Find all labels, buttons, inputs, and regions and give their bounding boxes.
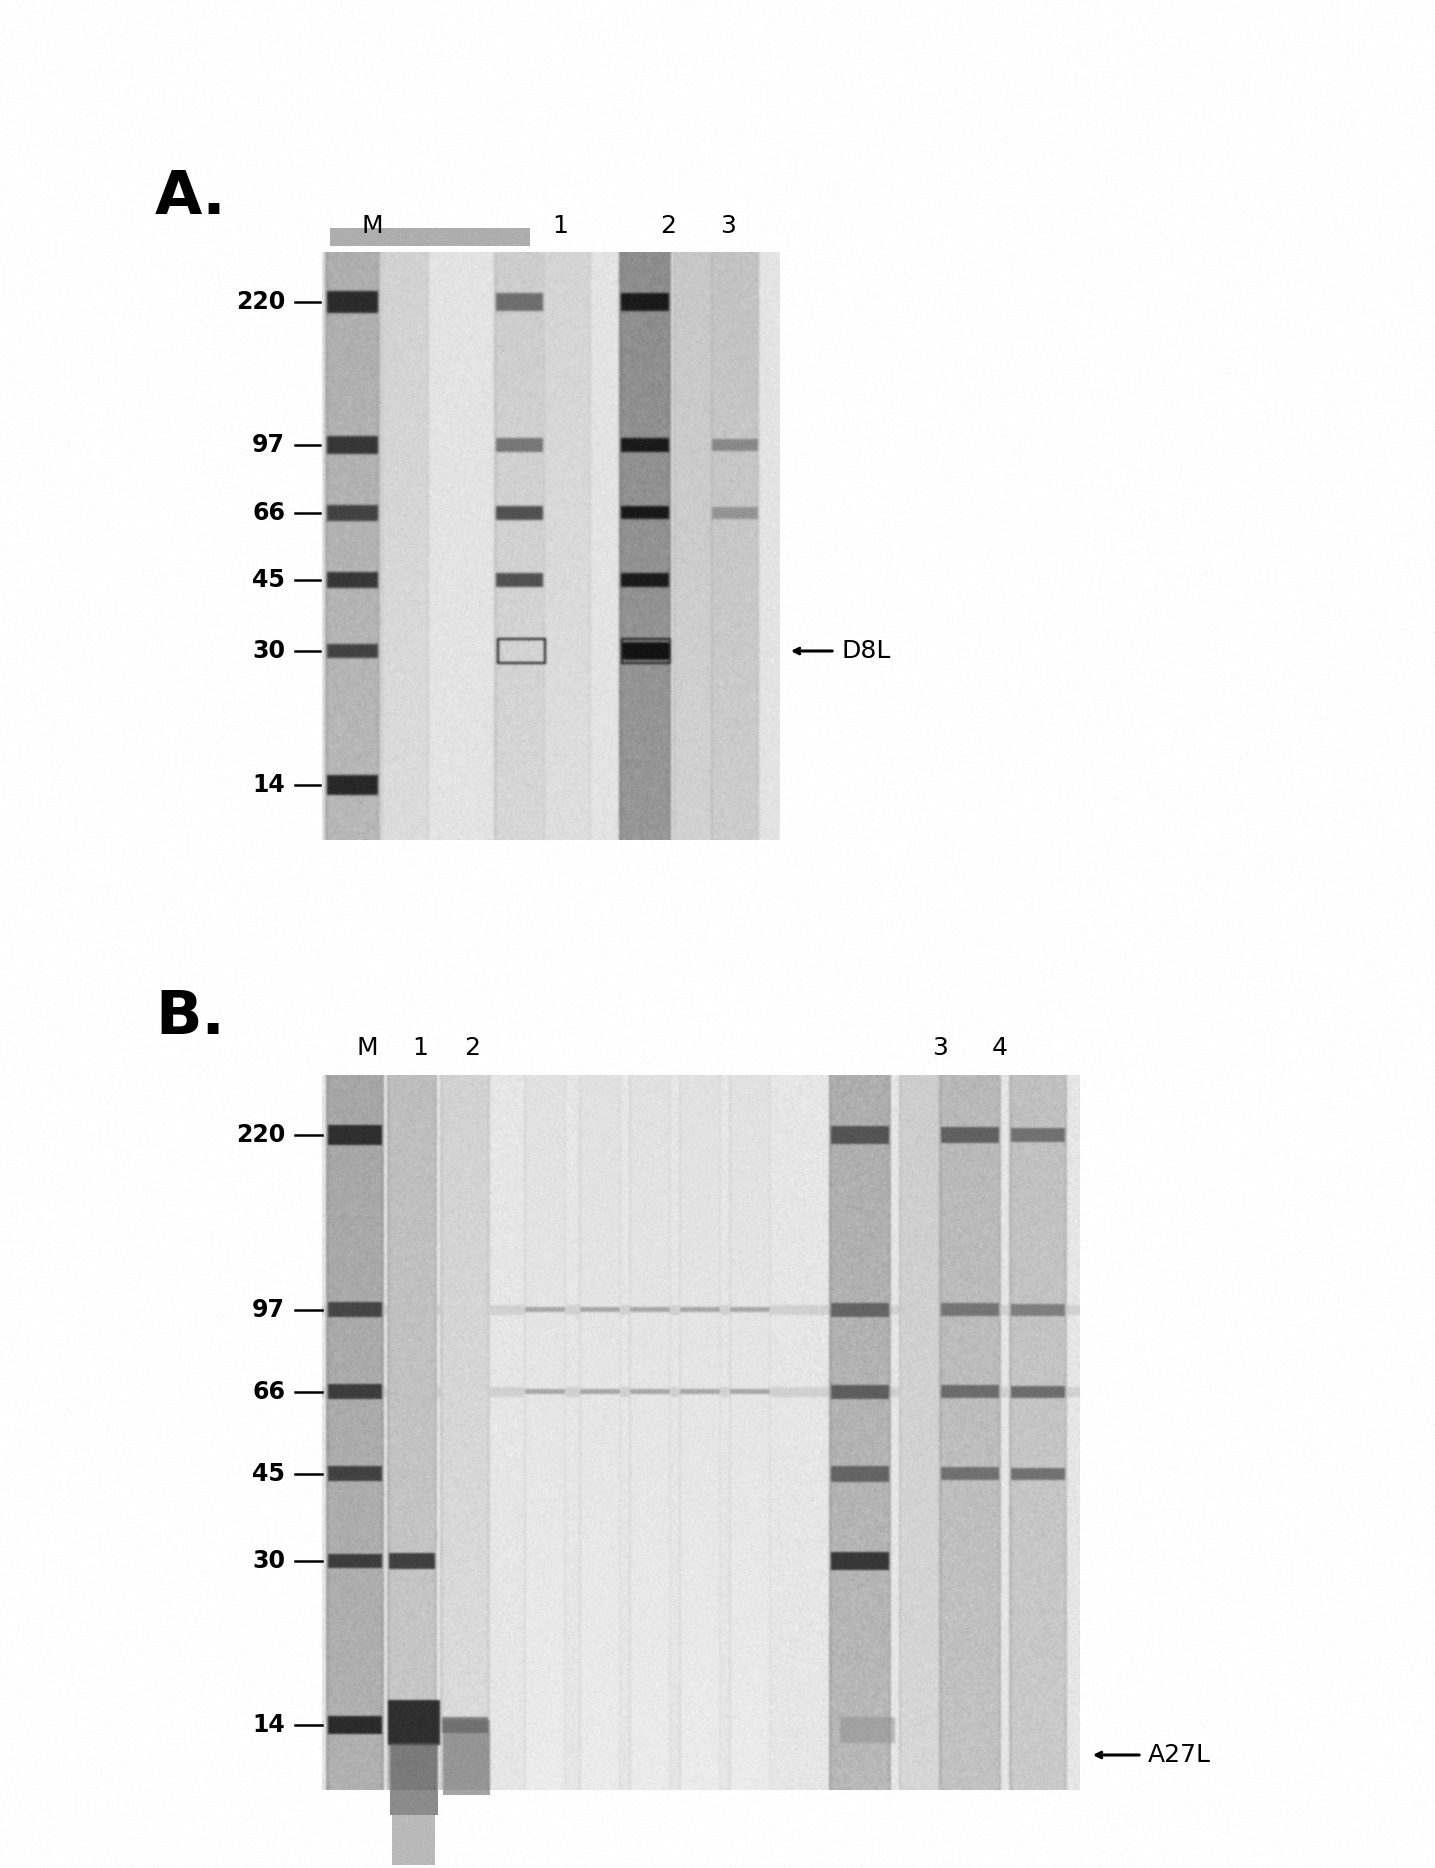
Text: 66: 66 [253, 501, 286, 525]
Text: 45: 45 [253, 568, 286, 592]
Text: 3: 3 [933, 1037, 949, 1059]
Text: 14: 14 [253, 1713, 286, 1737]
Text: 220: 220 [235, 290, 286, 314]
Text: 4: 4 [992, 1037, 1007, 1059]
Text: 3: 3 [720, 215, 736, 237]
Text: 220: 220 [235, 1123, 286, 1147]
Text: A.: A. [155, 168, 227, 228]
Text: B.: B. [155, 988, 225, 1046]
Text: 1: 1 [552, 215, 568, 237]
Text: 45: 45 [253, 1463, 286, 1487]
Text: M: M [362, 215, 383, 237]
Text: 2: 2 [660, 215, 676, 237]
Text: 1: 1 [412, 1037, 428, 1059]
Text: D8L: D8L [842, 639, 891, 663]
Text: 97: 97 [253, 433, 286, 458]
Text: A27L: A27L [1148, 1743, 1211, 1767]
Text: 66: 66 [253, 1380, 286, 1405]
Text: 14: 14 [253, 773, 286, 798]
Text: 30: 30 [253, 1549, 286, 1573]
Text: 30: 30 [253, 639, 286, 663]
Text: M: M [356, 1037, 377, 1059]
Text: 2: 2 [464, 1037, 479, 1059]
Text: 97: 97 [253, 1298, 286, 1323]
